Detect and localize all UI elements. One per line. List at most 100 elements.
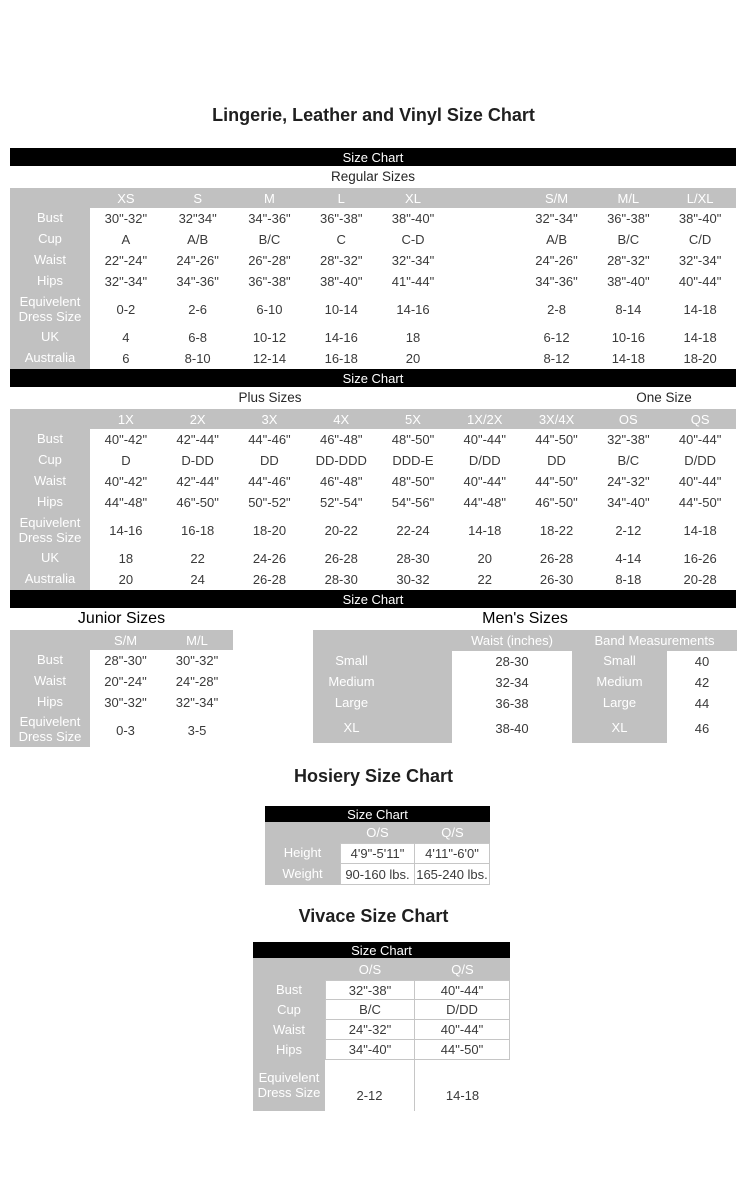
- data-cell: 30"-32": [161, 650, 233, 671]
- data-cell: 16-18: [161, 513, 234, 548]
- row-label: XL: [313, 714, 452, 743]
- data-cell: 24"-32": [592, 471, 665, 492]
- row-label: Australia: [10, 348, 90, 369]
- data-cell: 38"-40": [305, 271, 378, 292]
- row-label: Equivelent Dress Size: [10, 713, 90, 747]
- data-cell: 14-16: [305, 327, 378, 348]
- row-label: Waist: [10, 250, 90, 271]
- data-cell: DDD-E: [377, 450, 449, 471]
- data-cell: [448, 250, 521, 271]
- data-cell: 40"-44": [448, 429, 521, 450]
- data-cell: 38"-40": [377, 208, 449, 229]
- data-cell: 44"-48": [448, 492, 521, 513]
- column-header: XL: [377, 188, 449, 208]
- size-chart-bar: Size Chart: [10, 148, 736, 166]
- data-cell: 16-26: [664, 548, 736, 569]
- data-cell: 28-30: [452, 651, 572, 672]
- data-cell: 14-18: [592, 348, 665, 369]
- data-cell: 40"-44": [664, 271, 736, 292]
- data-cell: C/D: [664, 229, 736, 250]
- vivace-size-chart: Size Chart O/S Q/S Bust 32"-38" 40"-44" Cup B/…: [253, 942, 510, 1111]
- table-corner: [10, 630, 90, 650]
- data-cell: 32"-34": [90, 271, 162, 292]
- data-cell: DD: [233, 450, 306, 471]
- row-label: Small: [572, 651, 667, 672]
- data-cell: 38-40: [452, 714, 572, 743]
- data-cell: D/DD: [664, 450, 736, 471]
- data-cell: 36"-38": [592, 208, 665, 229]
- data-cell: 42"-44": [161, 471, 234, 492]
- data-cell: 44"-50": [415, 1040, 510, 1060]
- row-label: Large: [572, 693, 667, 714]
- data-cell: B/C: [233, 229, 306, 250]
- column-header: 1X: [90, 409, 162, 429]
- data-cell: 38"-40": [592, 271, 665, 292]
- data-cell: A/B: [520, 229, 593, 250]
- data-cell: 32"-34": [664, 250, 736, 271]
- row-label: Medium: [572, 672, 667, 693]
- size-chart-bar: Size Chart: [265, 806, 490, 822]
- row-label: Equivelent Dress Size: [10, 513, 90, 548]
- data-cell: 14-18: [415, 1060, 510, 1111]
- row-label: Cup: [10, 229, 90, 250]
- data-cell: 28-30: [305, 569, 378, 590]
- data-cell: B/C: [592, 450, 665, 471]
- data-cell: 165-240 lbs.: [415, 864, 490, 885]
- column-header: S/M: [90, 630, 161, 650]
- data-cell: 36"-38": [233, 271, 306, 292]
- data-cell: 14-18: [448, 513, 521, 548]
- row-label: Small: [313, 651, 452, 672]
- mens-sizes-table: Waist (inches) Band Measurements Small 2…: [313, 630, 737, 743]
- data-cell: 6: [90, 348, 162, 369]
- data-cell: 26-28: [520, 548, 593, 569]
- data-cell: 14-18: [664, 513, 736, 548]
- row-label: Waist: [10, 471, 90, 492]
- data-cell: D/DD: [448, 450, 521, 471]
- column-header: O/S: [340, 822, 415, 843]
- page-title: Lingerie, Leather and Vinyl Size Chart: [212, 105, 535, 125]
- data-cell: 32"-34": [161, 692, 233, 713]
- data-cell: 40"-44": [415, 1020, 510, 1040]
- data-cell: 54"-56": [377, 492, 449, 513]
- row-label: UK: [10, 548, 90, 569]
- data-cell: 18-20: [233, 513, 306, 548]
- row-label: Weight: [265, 864, 340, 885]
- row-label: Hips: [10, 492, 90, 513]
- vivace-table: O/S Q/S Bust 32"-38" 40"-44" Cup B/C D/DD Waist 2…: [253, 958, 510, 1111]
- data-cell: 28"-32": [592, 250, 665, 271]
- column-header: S: [161, 188, 234, 208]
- data-cell: 28"-30": [90, 650, 161, 671]
- data-cell: 42: [667, 672, 737, 693]
- size-chart-bar: Size Chart: [10, 590, 736, 608]
- data-cell: 20: [448, 548, 521, 569]
- data-cell: 44"-48": [90, 492, 162, 513]
- data-cell: 20-22: [305, 513, 378, 548]
- data-cell: 4'11"-6'0": [415, 843, 490, 864]
- data-cell: 44"-50": [664, 492, 736, 513]
- data-cell: 41"-44": [377, 271, 449, 292]
- data-cell: 38"-40": [664, 208, 736, 229]
- row-label: Cup: [10, 450, 90, 471]
- data-cell: 36"-38": [305, 208, 378, 229]
- mens-sizes-label: Men's Sizes: [482, 610, 568, 627]
- data-cell: 26"-28": [233, 250, 306, 271]
- column-header: XS: [90, 188, 162, 208]
- size-chart-bar-label: Size Chart: [351, 942, 412, 958]
- column-header: Q/S: [415, 958, 510, 980]
- data-cell: 24"-26": [161, 250, 234, 271]
- data-cell: [448, 229, 521, 250]
- data-cell: [448, 271, 521, 292]
- row-label: Equivelent Dress Size: [253, 1060, 325, 1111]
- size-chart-bar-label: Size Chart: [342, 591, 404, 607]
- data-cell: 40"-44": [415, 980, 510, 1000]
- data-cell: 2-12: [325, 1060, 415, 1111]
- row-label: Waist: [253, 1020, 325, 1040]
- data-cell: 36-38: [452, 693, 572, 714]
- size-chart-bar: Size Chart: [10, 369, 736, 387]
- plus-sizes-table: 1X 2X 3X 4X 5X 1X/2X 3X/4X OS QS Bust 40"-42" 42"-4…: [10, 409, 736, 590]
- column-header: M/L: [161, 630, 233, 650]
- data-cell: 8-14: [592, 292, 665, 327]
- data-cell: 48"-50": [377, 429, 449, 450]
- data-cell: 4-14: [592, 548, 665, 569]
- one-size-label: One Size: [636, 390, 692, 405]
